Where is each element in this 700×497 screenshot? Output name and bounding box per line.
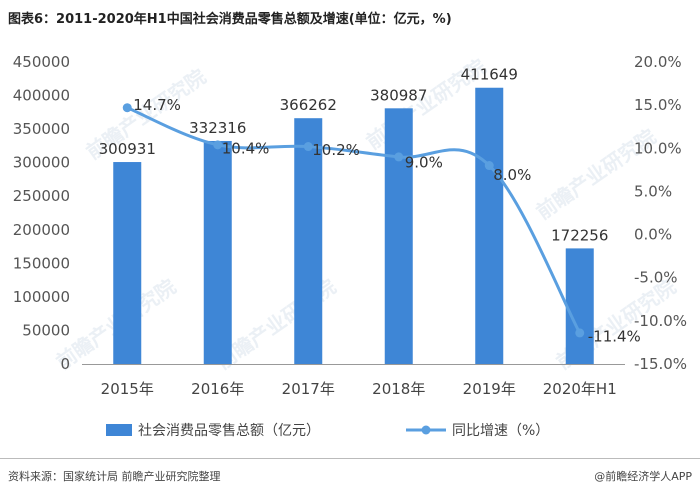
growth-point-2017年 [303, 142, 313, 152]
right-tick-label: -5.0% [634, 269, 678, 287]
x-tick-label: 2020年H1 [543, 380, 617, 398]
right-tick-label: 10.0% [634, 139, 682, 157]
x-tick-label: 2018年 [372, 380, 425, 398]
left-tick-label: 450000 [13, 53, 70, 71]
growth-value-label: 10.2% [312, 141, 360, 159]
left-tick-label: 50000 [22, 321, 70, 339]
bar-2020年H1 [565, 248, 594, 364]
x-tick-label: 2015年 [101, 380, 154, 398]
right-tick-label: 15.0% [634, 96, 682, 114]
bar-2018年 [384, 108, 413, 364]
bar-value-label: 411649 [461, 66, 518, 84]
bar-series: 300931 332316 366262 380987 411649 172256 [99, 66, 608, 364]
legend-line-label: 同比增速（%） [452, 423, 549, 439]
growth-point-2019年 [484, 161, 494, 171]
left-tick-label: 200000 [13, 221, 70, 239]
legend-bar-label: 社会消费品零售总额（亿元） [138, 423, 320, 439]
bar-2015年 [113, 162, 142, 364]
left-tick-label: 300000 [13, 154, 70, 172]
bar-value-label: 366262 [280, 96, 337, 114]
right-axis: -15.0% -10.0% -5.0% 0.0% 5.0% 10.0% 15.0% 20.0% [634, 53, 687, 373]
right-tick-label: -10.0% [634, 312, 687, 330]
growth-value-label: 9.0% [405, 153, 443, 171]
growth-point-2016年 [213, 140, 223, 150]
growth-value-label: 10.4% [222, 139, 270, 157]
growth-point-2020年H1 [575, 328, 585, 338]
x-tick-label: 2016年 [191, 380, 244, 398]
bar-value-label: 172256 [551, 226, 608, 244]
x-tick-label: 2017年 [282, 380, 335, 398]
growth-value-label: 14.7% [133, 96, 181, 114]
left-tick-label: 100000 [13, 288, 70, 306]
growth-point-2018年 [394, 152, 404, 162]
x-axis: 2015年 2016年 2017年 2018年 2019年 2020年H1 [82, 364, 625, 398]
x-tick-label: 2019年 [463, 380, 516, 398]
legend-bar-swatch [106, 424, 132, 436]
bar-value-label: 380987 [370, 86, 427, 104]
growth-line-series: 14.7% 10.4% 10.2% 9.0% 8.0% -11.4% [122, 96, 641, 345]
right-tick-label: 20.0% [634, 53, 682, 71]
left-tick-label: 400000 [13, 87, 70, 105]
left-tick-label: 350000 [13, 120, 70, 138]
right-tick-label: 5.0% [634, 182, 672, 200]
growth-value-label: -11.4% [588, 327, 641, 345]
left-tick-label: 0 [60, 355, 70, 373]
legend-line-marker [421, 425, 431, 435]
chart-title: 图表6：2011-2020年H1中国社会消费品零售总额及增速(单位：亿元，%) [8, 12, 452, 27]
right-tick-label: 0.0% [634, 226, 672, 244]
legend: 社会消费品零售总额（亿元） 同比增速（%） [106, 423, 549, 439]
bar-2019年 [475, 87, 504, 364]
brand-note: @前瞻经济学人APP [594, 470, 692, 483]
right-tick-label: -15.0% [634, 355, 687, 373]
left-tick-label: 150000 [13, 254, 70, 272]
left-tick-label: 250000 [13, 187, 70, 205]
bar-2016年 [203, 140, 232, 364]
footer-divider [0, 458, 700, 459]
bar-value-label: 332316 [189, 119, 246, 137]
bar-2017年 [294, 118, 323, 364]
growth-value-label: 8.0% [493, 166, 531, 184]
source-note: 资料来源：国家统计局 前瞻产业研究院整理 [8, 470, 221, 483]
bar-value-label: 300931 [99, 140, 156, 158]
left-axis: 0 50000 100000 150000 200000 250000 300000 3500… [13, 53, 70, 373]
growth-point-2015年 [122, 103, 132, 113]
